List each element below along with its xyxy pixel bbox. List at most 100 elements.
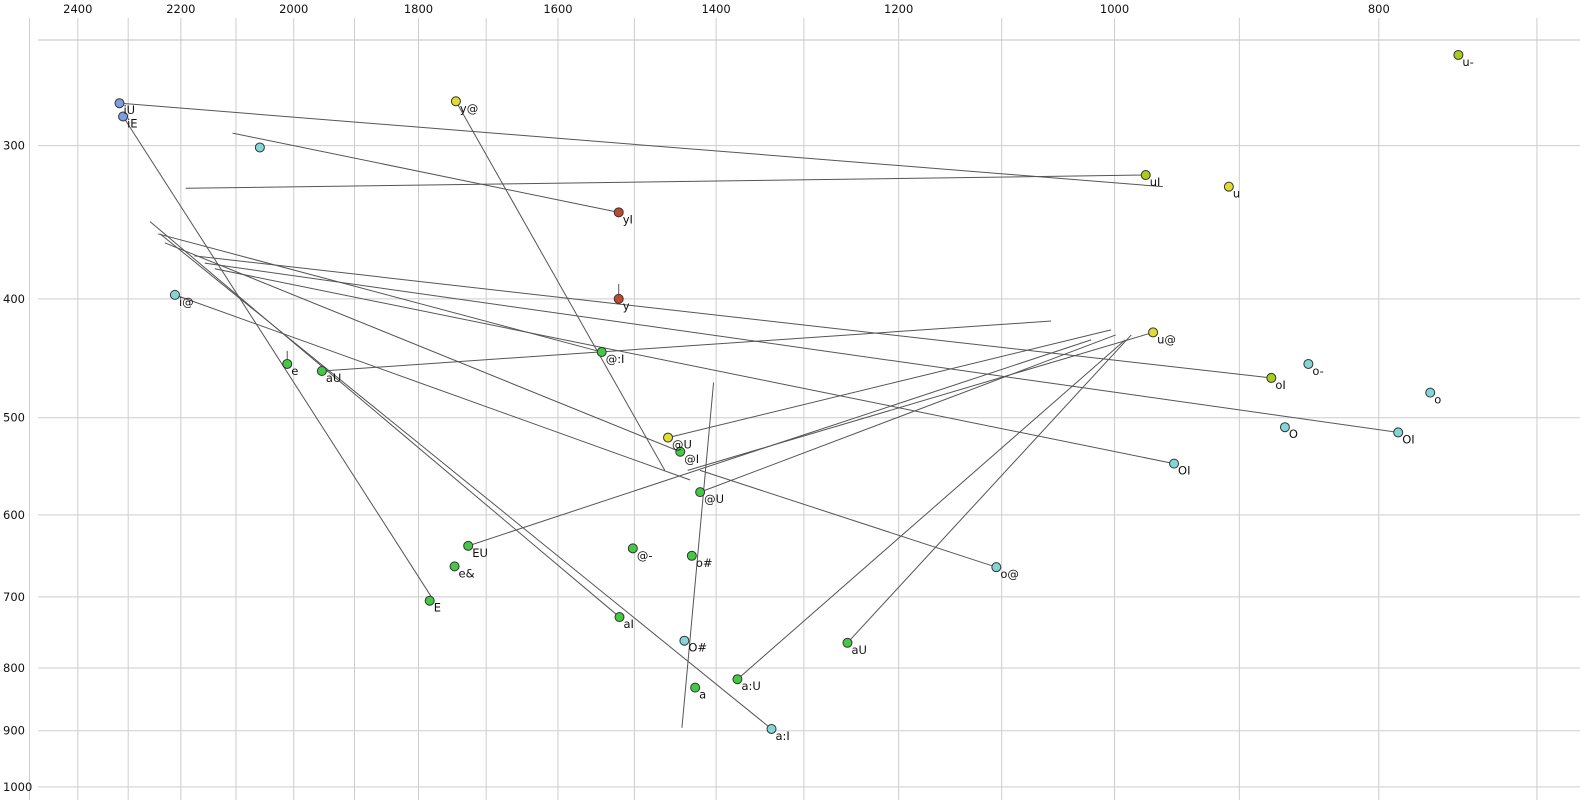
y-tick-label: 1000 [3, 780, 32, 794]
data-point-label: y [623, 299, 630, 313]
data-point [613, 293, 624, 304]
data-point-label: a [699, 688, 706, 702]
a:I-trajectory [159, 233, 772, 730]
data-point [1266, 372, 1277, 383]
data-point [1279, 422, 1290, 433]
y-tick-label: 700 [3, 590, 25, 604]
OI-trajectory [204, 262, 1399, 433]
data-point-label: E [434, 601, 441, 615]
x-tick-label: 800 [1368, 2, 1390, 16]
data-point [169, 289, 180, 300]
data-point-label: e& [459, 566, 475, 580]
data-point [690, 682, 701, 693]
data-point [686, 550, 697, 561]
oI-trajectory [194, 255, 1272, 379]
a:U-trajectory [737, 339, 1126, 680]
data-point [1453, 49, 1464, 60]
y-tick-label: 400 [3, 292, 25, 306]
data-point-label: @U [672, 438, 692, 452]
data-point-label: y@ [460, 101, 478, 115]
data-point-label: iU [123, 103, 135, 117]
data-point-label: O# [688, 641, 707, 655]
o@-trajectory [699, 469, 997, 568]
data-point-label: O [1289, 427, 1298, 441]
data-point-label: aU [326, 371, 341, 385]
y-tick-label: 300 [3, 139, 25, 153]
uI-trajectory [185, 174, 1146, 189]
aU-trajectory [321, 320, 1052, 372]
y-tick-label: 500 [3, 411, 25, 425]
@U2-trajectory [699, 334, 1116, 493]
aU2-trajectory [847, 334, 1132, 644]
data-point-label: @U [704, 492, 724, 506]
data-point [1303, 358, 1314, 369]
data-point [842, 637, 853, 648]
data-point [732, 674, 743, 685]
x-tick-label: 1200 [884, 2, 913, 16]
data-point [675, 446, 686, 457]
x-tick-label: 2000 [279, 2, 308, 16]
data-point [316, 365, 327, 376]
data-point [1140, 170, 1151, 181]
data-point-label: @:I [606, 352, 625, 366]
data-point [695, 487, 706, 498]
y-tick-label: 600 [3, 508, 25, 522]
iU-trajectory [119, 102, 1163, 188]
data-point [282, 358, 293, 369]
data-point [1223, 181, 1234, 192]
data-point-label: EU [472, 546, 488, 560]
OI2-trajectory [214, 268, 1175, 465]
data-point [1425, 387, 1436, 398]
data-point [1393, 427, 1404, 438]
data-point-label: u [1233, 187, 1240, 201]
data-point [991, 562, 1002, 573]
data-point-label: yI [623, 212, 633, 226]
data-point [114, 98, 125, 109]
@U-trajectory [667, 329, 1112, 439]
data-point [254, 142, 265, 153]
aI-trajectory [149, 221, 620, 618]
@I-trajectory [164, 242, 681, 453]
data-point-label: e [291, 364, 298, 378]
data-point-label: oI [1275, 378, 1285, 392]
data-point [449, 561, 460, 572]
y-tick-label: 900 [3, 724, 25, 738]
data-point [614, 612, 625, 623]
data-point [766, 723, 777, 734]
data-point-label: o@ [1000, 567, 1019, 581]
x-tick-label: 2400 [63, 2, 92, 16]
yI-trajectory [232, 132, 619, 213]
data-point-label: o [1434, 393, 1441, 407]
data-point [463, 540, 474, 551]
data-point-label: @- [637, 548, 653, 562]
data-point [1148, 327, 1159, 338]
data-point-label: o# [696, 556, 713, 570]
data-point-label: o- [1312, 364, 1323, 378]
i@-trajectory [174, 294, 691, 481]
data-point-label: uI [1150, 175, 1161, 189]
data-point-label: OI [1402, 432, 1414, 446]
data-point [1169, 458, 1180, 469]
data-point-label: aI [623, 617, 633, 631]
data-point-label: i@ [179, 295, 194, 309]
y-tick-label: 800 [3, 661, 25, 675]
data-point [450, 96, 461, 107]
data-point-label: aU [851, 643, 866, 657]
x-tick-label: 1400 [701, 2, 730, 16]
data-point-label: a:U [741, 679, 760, 693]
data-point [596, 347, 607, 358]
data-point-label: u- [1462, 55, 1473, 69]
x-tick-label: 1000 [1100, 2, 1129, 16]
x-tick-label: 2200 [166, 2, 195, 16]
iE-trajectory [122, 116, 433, 599]
EU-trajectory [468, 339, 1092, 547]
data-point [424, 595, 435, 606]
x-tick-label: 1800 [404, 2, 433, 16]
data-point-label: OI [1178, 464, 1190, 478]
data-point-label: iE [127, 116, 137, 130]
data-point-label: a:I [776, 729, 790, 743]
data-point [679, 635, 690, 646]
data-point-label: @I [684, 452, 699, 466]
